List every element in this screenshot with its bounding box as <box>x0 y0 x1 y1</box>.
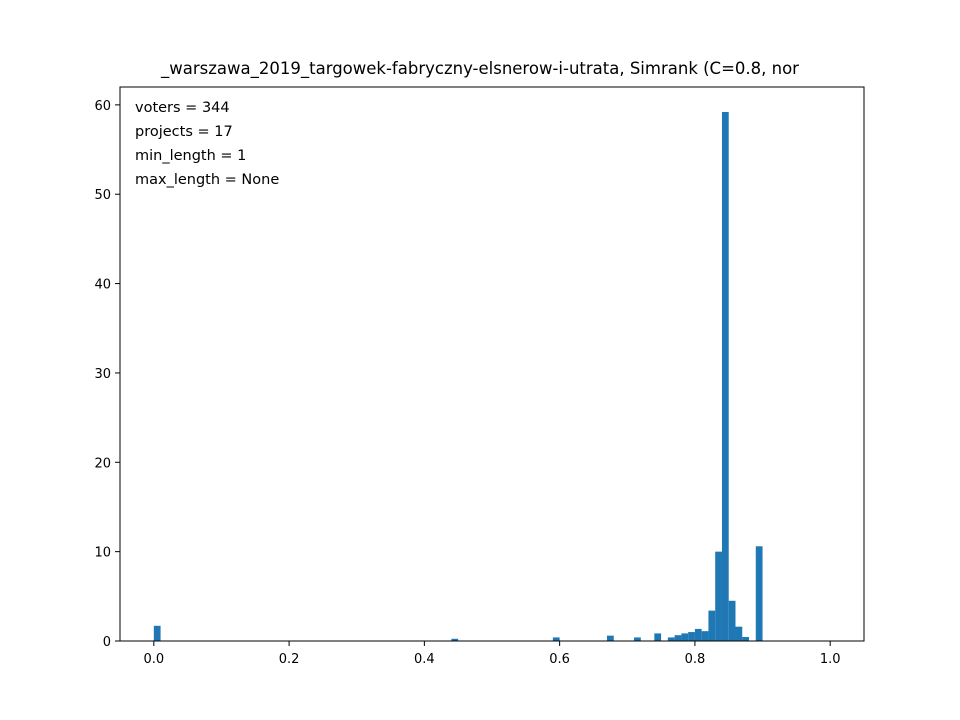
x-tick-label: 1.0 <box>820 652 841 667</box>
histogram-bar <box>742 636 750 641</box>
plot-frame <box>119 86 865 642</box>
histogram-bar <box>735 626 743 641</box>
x-tick-label: 0.4 <box>414 652 435 667</box>
x-axis-ticks: 0.0 0.2 0.4 0.6 0.8 1.0 <box>143 641 841 667</box>
histogram-bar <box>721 112 729 641</box>
histogram-bar <box>708 610 716 641</box>
y-axis-ticks: 0 10 20 30 40 50 60 <box>94 99 120 650</box>
histogram-bar <box>681 633 689 641</box>
histogram-bar <box>728 600 736 641</box>
y-tick-label: 40 <box>94 278 111 293</box>
histogram-bar <box>688 632 695 641</box>
annotation-voters: voters = 344 <box>135 100 230 116</box>
y-tick-label: 0 <box>103 635 111 650</box>
y-tick-label: 50 <box>94 188 111 203</box>
annotation-projects: projects = 17 <box>135 124 233 140</box>
y-tick-label: 20 <box>94 456 111 471</box>
histogram-bar <box>654 633 662 641</box>
y-tick-label: 30 <box>94 367 111 382</box>
histogram-bar <box>451 638 459 641</box>
annotation-max-length: max_length = None <box>135 172 279 188</box>
annotation-min-length: min_length = 1 <box>135 148 246 164</box>
x-tick-label: 0.0 <box>143 652 164 667</box>
y-tick-label: 10 <box>94 546 111 561</box>
histogram-bar <box>755 546 763 641</box>
x-tick-label: 0.8 <box>685 652 706 667</box>
histogram-bar <box>694 628 702 641</box>
chart-title: _warszawa_2019_targowek-fabryczny-elsner… <box>160 59 799 79</box>
histogram-bar <box>715 551 722 641</box>
stats-annotation: voters = 344 projects = 17 min_length = … <box>135 100 279 188</box>
histogram-bar <box>634 637 641 641</box>
bars-group <box>153 112 763 641</box>
x-tick-label: 0.6 <box>549 652 570 667</box>
histogram-bar <box>701 631 709 641</box>
histogram-bar <box>667 637 675 641</box>
histogram-bar <box>606 635 614 641</box>
histogram-bar <box>153 625 161 641</box>
histogram-bar <box>674 635 682 641</box>
y-tick-label: 60 <box>94 99 111 114</box>
histogram-bar <box>552 637 560 641</box>
x-tick-label: 0.2 <box>279 652 300 667</box>
